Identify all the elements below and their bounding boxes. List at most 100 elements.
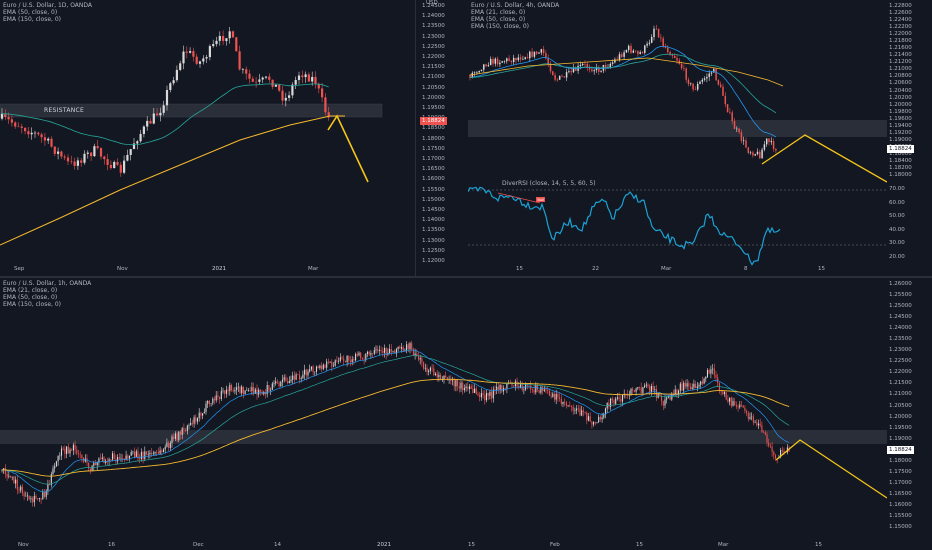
h1-candle <box>781 449 783 451</box>
h1-candle <box>292 375 294 380</box>
pane-divider-horizontal[interactable] <box>0 276 932 278</box>
daily-price-label: 1.15000 <box>422 196 445 203</box>
h4-price-label: 1.22600 <box>889 10 912 17</box>
h1-candle <box>186 425 188 431</box>
daily-candle <box>40 134 43 138</box>
h1-candle <box>254 389 256 394</box>
daily-chart-canvas[interactable] <box>0 0 415 276</box>
h4-candle <box>736 128 738 130</box>
h1-candle <box>698 384 700 387</box>
h1-candle <box>429 367 431 371</box>
h1-candle <box>662 400 664 406</box>
h4-chart-canvas[interactable]: Bull <box>468 0 887 276</box>
h1-candle <box>608 402 610 407</box>
h1-candle <box>366 351 369 354</box>
h1-candle <box>383 348 386 353</box>
h4-candle <box>655 28 658 30</box>
h4-candle <box>692 83 694 90</box>
h4-candle <box>745 140 747 148</box>
daily-candle <box>132 143 136 150</box>
h1-candle <box>638 387 641 388</box>
h1-candle <box>145 451 148 455</box>
h1-candle <box>633 390 635 392</box>
h1-candle <box>224 390 226 394</box>
h1-time-axis: Nov 16 Dec 14 2021 15 Feb 15 Mar 15 <box>0 542 887 550</box>
h1-candle <box>389 349 391 353</box>
h1-candle <box>74 444 76 450</box>
h1-candle <box>686 383 688 387</box>
rsi-legend-text: DiverRSI (close, 14, 5, 5, 60, 5) <box>502 180 596 187</box>
daily-candle <box>17 126 20 128</box>
h1-candle <box>489 391 491 396</box>
h4-candle <box>480 69 483 71</box>
daily-price-scale[interactable]: USD 1.24500 1.24000 1.23500 1.23000 1.22500 1… <box>420 0 466 270</box>
h1-candle <box>59 455 61 457</box>
h4-candle <box>719 84 722 87</box>
h4-price-label: 1.20400 <box>889 87 912 94</box>
h1-candle <box>11 476 13 478</box>
h1-time-label: 2021 <box>377 542 391 548</box>
h1-candle <box>409 343 411 349</box>
h4-candle <box>634 50 637 52</box>
h4-candle <box>770 141 773 143</box>
h1-candle <box>572 406 574 411</box>
h4-chart-pane[interactable]: Bull Euro / U.S. Dollar, 4h, OANDA EMA (… <box>468 0 887 276</box>
h4-candle <box>639 52 641 55</box>
daily-price-label: 1.16000 <box>422 176 445 183</box>
h1-candle <box>657 393 659 398</box>
h4-candle <box>756 151 759 155</box>
h1-candle <box>377 349 379 351</box>
h4-price-label: 1.19600 <box>889 115 912 122</box>
h4-candle <box>579 64 582 66</box>
h4-candle <box>646 43 648 46</box>
h1-price-label: 1.15500 <box>889 512 912 519</box>
h1-candle <box>463 388 465 391</box>
daily-candle <box>136 141 139 144</box>
h1-candle <box>445 375 447 378</box>
h1-candle <box>645 384 647 386</box>
daily-ema50-line <box>1 83 329 146</box>
h1-candle <box>642 387 644 393</box>
h1-candle <box>287 381 289 384</box>
h4-candle <box>584 63 586 65</box>
h1-candle <box>249 390 251 391</box>
daily-chart-pane[interactable]: Euro / U.S. Dollar, 1D, OANDA EMA (50, c… <box>0 0 415 276</box>
h4-candle <box>595 67 598 71</box>
h1-candle <box>382 350 384 353</box>
h1-candle <box>60 448 63 456</box>
h4-candle <box>581 63 584 65</box>
h1-candle <box>688 383 690 387</box>
support-zone <box>468 120 887 137</box>
h1-chart-pane[interactable]: Euro / U.S. Dollar, 1h, OANDA EMA (21, c… <box>0 278 887 550</box>
h1-candle <box>273 383 275 384</box>
h4-candle <box>531 51 533 57</box>
h1-price-label: 1.23000 <box>889 347 912 354</box>
h1-candle <box>161 450 163 452</box>
daily-price-label: 1.20500 <box>422 84 445 91</box>
h4-candle <box>673 56 676 59</box>
daily-candle <box>123 160 126 173</box>
h1-candle <box>198 412 200 419</box>
h1-candle <box>708 370 710 374</box>
daily-legend-ema50: EMA (50, close, 0) <box>3 9 58 16</box>
h1-candle <box>676 389 678 395</box>
daily-price-label: 1.17000 <box>422 156 445 162</box>
h1-candle <box>270 389 272 391</box>
h1-time-label: 15 <box>468 542 475 548</box>
pane-divider-vertical[interactable] <box>415 0 416 276</box>
daily-candle <box>307 74 310 82</box>
h1-candle <box>314 371 316 373</box>
h1-candle <box>378 350 380 351</box>
h1-candle <box>584 411 586 413</box>
h1-candle <box>735 405 737 407</box>
h1-candle <box>310 366 312 370</box>
h4-price-scale[interactable]: 1.22800 1.22600 1.22400 1.22200 1.22000 1.218… <box>887 0 932 270</box>
h1-candle <box>574 410 576 411</box>
h1-candle <box>309 369 311 372</box>
h4-candle <box>731 112 733 122</box>
h1-chart-canvas[interactable] <box>0 278 887 550</box>
h1-candle <box>669 395 671 400</box>
h1-candle <box>69 449 71 454</box>
h1-price-scale[interactable]: 1.26000 1.25500 1.25000 1.24500 1.24000 1.235… <box>887 278 932 550</box>
h1-candle <box>332 365 335 367</box>
